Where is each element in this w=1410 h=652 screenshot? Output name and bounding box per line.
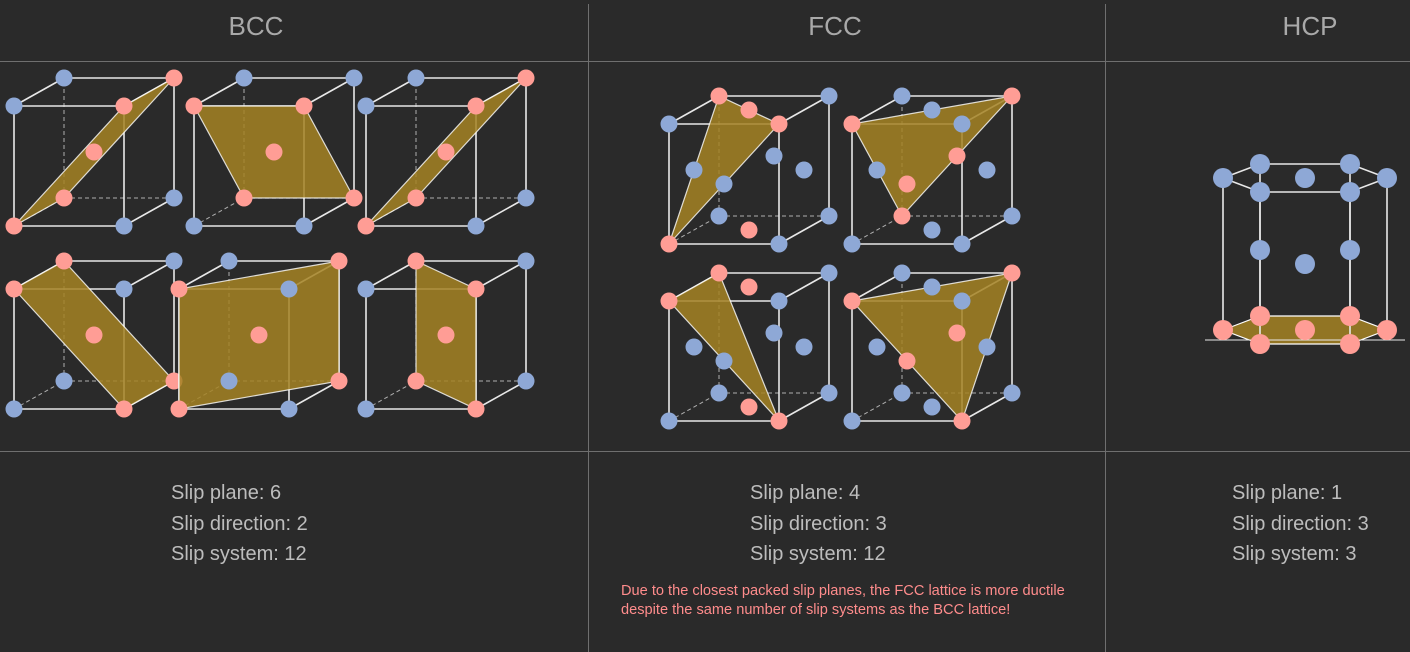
fcc-cube-1	[660, 87, 838, 253]
hcp-slip-direction: Slip direction: 3	[1232, 512, 1369, 535]
stats-bcc: Slip plane: 6 Slip direction: 2 Slip sys…	[171, 478, 308, 570]
hcp-slip-plane: Slip plane: 1	[1232, 482, 1343, 504]
hcp-prism	[1205, 154, 1405, 354]
stats-fcc: Slip plane: 4 Slip direction: 3 Slip sys…	[750, 478, 887, 570]
bcc-cube-2	[185, 69, 363, 235]
bcc-cube-4	[5, 252, 183, 418]
fcc-cube-2	[843, 87, 1021, 253]
fcc-slip-plane: Slip plane: 4	[750, 482, 861, 504]
bcc-slip-system: Slip system: 12	[171, 543, 307, 565]
bcc-cube-1	[5, 69, 183, 235]
fcc-cube-4	[843, 264, 1021, 430]
fcc-ductility-note: Due to the closest packed slip planes, t…	[621, 583, 1065, 618]
header-fcc: FCC	[808, 11, 862, 41]
bcc-slip-direction: Slip direction: 2	[171, 512, 308, 535]
bcc-slip-plane: Slip plane: 6	[171, 482, 282, 504]
fcc-cube-3	[660, 264, 838, 430]
header-hcp: HCP	[1282, 11, 1338, 41]
bcc-cube-3	[357, 69, 535, 235]
hcp-slip-system: Slip system: 3	[1232, 543, 1357, 565]
bcc-cube-6	[357, 252, 535, 418]
body-divider	[0, 451, 1410, 452]
header-bcc: BCC	[228, 11, 284, 41]
header-divider	[0, 61, 1410, 62]
column-divider-2	[1105, 4, 1106, 652]
fcc-slip-system: Slip system: 12	[750, 543, 886, 565]
bcc-cube-5	[170, 252, 348, 418]
stats-hcp: Slip plane: 1 Slip direction: 3 Slip sys…	[1232, 478, 1369, 570]
fcc-slip-direction: Slip direction: 3	[750, 512, 887, 535]
column-divider-1	[588, 4, 589, 652]
